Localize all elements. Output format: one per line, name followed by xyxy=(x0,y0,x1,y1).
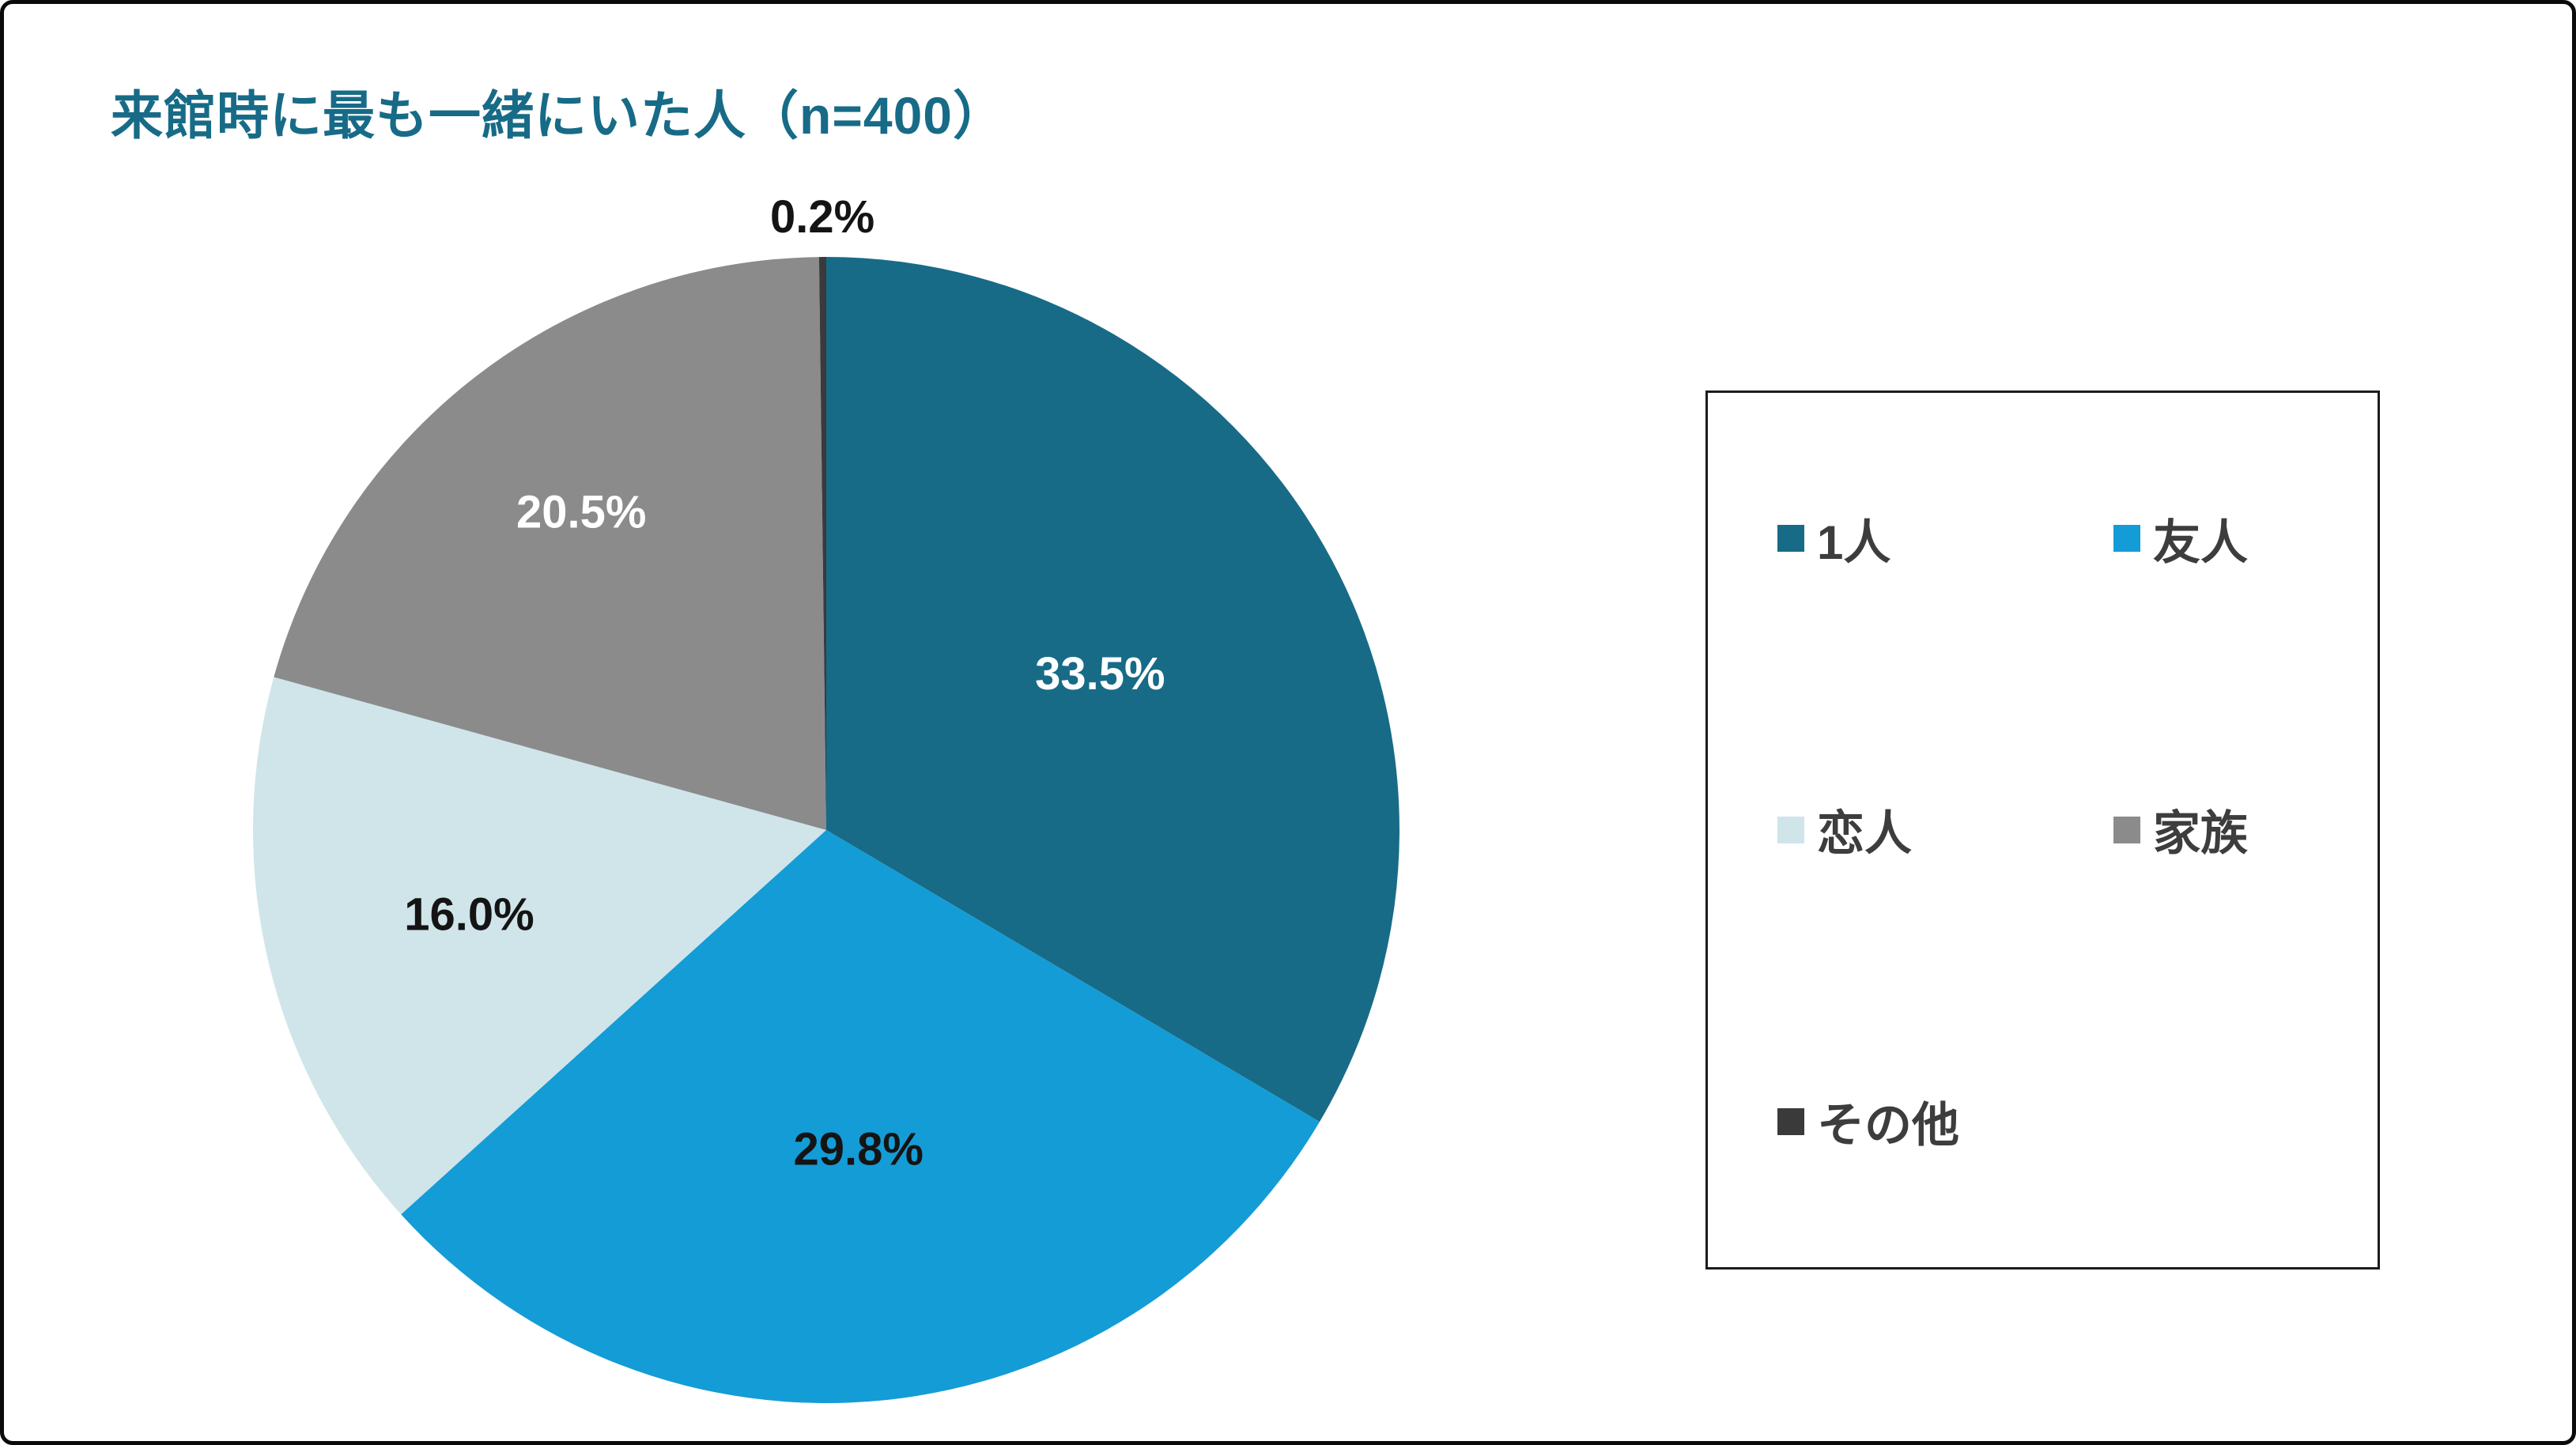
pie-slice-4 xyxy=(274,257,826,831)
legend-item-5: その他 xyxy=(1777,1087,2113,1156)
pie-slice-1 xyxy=(826,257,1399,1122)
pie-data-label-3: 16.0% xyxy=(404,889,534,940)
legend-item-3: 恋人 xyxy=(1777,795,2113,864)
legend-swatch-icon xyxy=(1777,1107,1804,1135)
legend-label: 恋人 xyxy=(1817,807,1912,861)
legend-swatch-icon xyxy=(1777,525,1804,553)
pie-data-label-5: 0.2% xyxy=(770,191,874,243)
legend-item-1: 1人 xyxy=(1777,504,2113,573)
legend-label: その他 xyxy=(1817,1099,1959,1153)
pie-data-label-4: 20.5% xyxy=(516,487,646,538)
legend-item-2: 友人 xyxy=(2113,504,2362,573)
legend: 1人 友人恋人 家族その他 xyxy=(1705,390,2380,1270)
pie-chart: 33.5% 29.8% 16.0% 20.5% 0.2% xyxy=(253,191,1399,1403)
legend-swatch-icon xyxy=(2113,816,2140,843)
legend-label: 友人 xyxy=(2153,515,2248,569)
pie-slice-3 xyxy=(253,677,826,1215)
legend-swatch-icon xyxy=(2113,525,2140,553)
chart-title: 来館時に最も一緒にいた人（n=400） xyxy=(111,86,1006,145)
pie-data-label-1: 33.5% xyxy=(1035,648,1165,700)
pie-slice-5 xyxy=(818,257,826,830)
legend-swatch-icon xyxy=(1777,816,1804,843)
legend-item-4: 家族 xyxy=(2113,795,2362,864)
pie-data-label-2: 29.8% xyxy=(793,1124,923,1175)
pie-slice-2 xyxy=(401,830,1320,1403)
legend-label: 1人 xyxy=(1817,515,1891,569)
legend-label: 家族 xyxy=(2153,807,2248,861)
